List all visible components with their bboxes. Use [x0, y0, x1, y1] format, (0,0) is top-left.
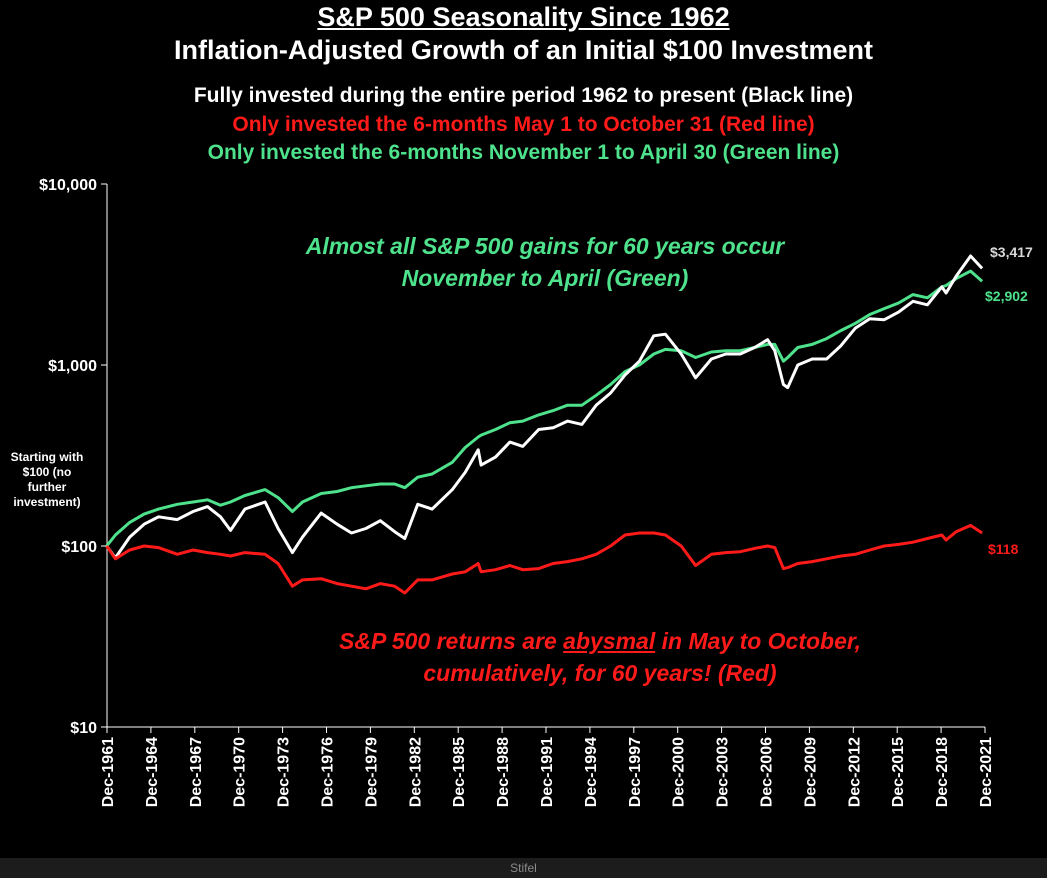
x-tick-label: Dec-1991	[539, 737, 556, 807]
x-tick-label: Dec-2003	[715, 737, 732, 807]
x-tick-label: Dec-2000	[671, 737, 688, 807]
x-tick-label: Dec-2009	[802, 737, 819, 807]
x-tick-label: Dec-2012	[846, 737, 863, 807]
x-tick-label: Dec-2015	[890, 737, 907, 807]
series-line-2	[105, 523, 983, 595]
annotation-red-pre: S&P 500 returns are	[339, 628, 564, 654]
x-tick-label: Dec-1982	[407, 737, 424, 807]
chart-axes: $10 $100 $1,000 $10,000 Dec-1961 Dec-1964 Dec-…	[39, 177, 995, 807]
x-tick-label: Dec-1994	[583, 737, 600, 807]
x-tick-label: Dec-1985	[451, 737, 468, 807]
annotation-green: Almost all S&P 500 gains for 60 years oc…	[305, 233, 785, 291]
legend-red-line: Only invested the 6-months May 1 to Octo…	[232, 113, 815, 136]
series-line-0	[105, 254, 984, 560]
y-tick-label: $10	[70, 720, 97, 737]
annotation-red-post: in May to October, cumulatively, for 60 …	[423, 628, 861, 686]
series-line-1	[105, 269, 984, 547]
chart-subtitle: Inflation-Adjusted Growth of an Initial …	[173, 35, 874, 65]
footer-source: Stifel	[0, 858, 1047, 878]
x-tick-label: Dec-1979	[363, 737, 380, 807]
x-tick-label: Dec-2021	[978, 737, 995, 807]
x-tick-label: Dec-1976	[320, 737, 337, 807]
legend-green-line: Only invested the 6-months November 1 to…	[207, 141, 840, 164]
end-value-black: $3,417	[990, 244, 1033, 260]
end-value-red: $118	[988, 541, 1019, 557]
end-value-green: $2,902	[985, 288, 1028, 304]
chart-series	[105, 254, 984, 595]
x-tick-label: Dec-1997	[627, 737, 644, 807]
y-tick-label: $10,000	[39, 177, 97, 194]
x-tick-label: Dec-1964	[144, 737, 161, 807]
annotation-red: S&P 500 returns are abysmal in May to Oc…	[300, 625, 900, 689]
y-tick-label: $1,000	[48, 358, 97, 375]
x-tick-label: Dec-1970	[232, 737, 249, 807]
x-tick-label: Dec-2006	[759, 737, 776, 807]
annotation-red-emphasis: abysmal	[563, 628, 656, 654]
chart-title: S&P 500 Seasonality Since 1962	[317, 2, 730, 32]
legend-black-line: Fully invested during the entire period …	[193, 84, 854, 107]
x-tick-label: Dec-1988	[495, 737, 512, 807]
starting-note: Starting with $100 (no further investmen…	[10, 450, 84, 509]
chart-plot: $10 $100 $1,000 $10,000 Dec-1961 Dec-1964 Dec-…	[39, 177, 995, 807]
x-tick-label: Dec-1961	[100, 737, 117, 807]
x-tick-label: Dec-2018	[934, 737, 951, 807]
y-tick-label: $100	[61, 539, 97, 556]
x-tick-label: Dec-1967	[188, 737, 205, 807]
x-tick-label: Dec-1973	[276, 737, 293, 807]
